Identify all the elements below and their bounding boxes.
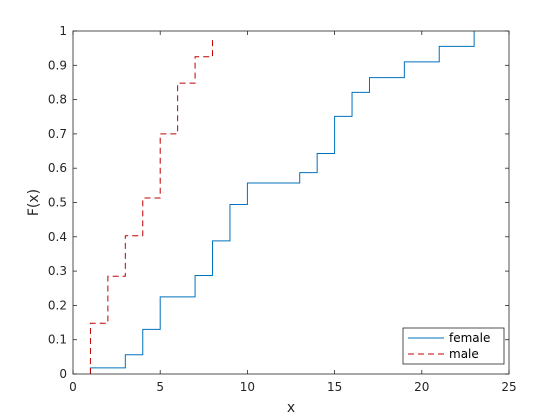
series-female-line [89, 31, 475, 374]
x-tick-label: 15 [327, 380, 342, 394]
x-tick-label: 10 [240, 380, 255, 394]
legend-label-female: female [449, 331, 490, 345]
y-tick-label: 0.4 [48, 230, 67, 244]
y-tick-label: 1 [59, 24, 67, 38]
series-male-line [89, 37, 214, 374]
y-tick-label: 0.1 [48, 333, 67, 347]
y-tick-label: 0.8 [48, 93, 67, 107]
x-tick-label: 25 [501, 380, 516, 394]
axes-layer: 0 5 10 15 20 25 0 0.1 0.2 0.3 0.4 0.5 0.6 0.7 0.8 0.9 1 [48, 24, 517, 394]
x-tick-label: 0 [69, 380, 77, 394]
legend: female male [402, 327, 505, 365]
y-tick-label: 0.3 [48, 264, 67, 278]
x-tick-label: 5 [156, 380, 164, 394]
y-tick-label: 0 [59, 367, 67, 381]
y-tick-label: 0.7 [48, 127, 67, 141]
y-tick-label: 0.5 [48, 196, 67, 210]
x-tick-label: 20 [414, 380, 429, 394]
legend-box [402, 327, 505, 365]
plot-background [73, 31, 509, 374]
y-axis-label: F(x) [26, 189, 42, 216]
y-tick-label: 0.9 [48, 58, 67, 72]
y-tick-label: 0.6 [48, 161, 67, 175]
legend-label-male: male [449, 347, 479, 361]
x-axis-label: x [287, 400, 295, 416]
series-layer [89, 31, 475, 374]
y-tick-label: 0.2 [48, 298, 67, 312]
